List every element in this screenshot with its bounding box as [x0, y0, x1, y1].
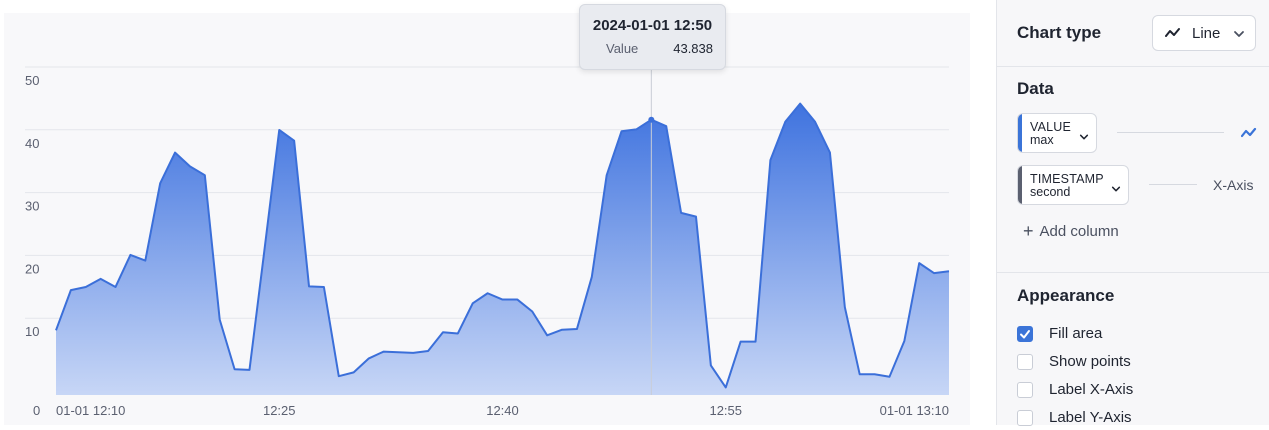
- chevron-down-icon: [1079, 129, 1089, 147]
- option-label: Fill area: [1049, 325, 1103, 342]
- plus-icon: +: [1023, 221, 1034, 241]
- y-tick-label: 10: [25, 324, 39, 339]
- chart-area: 0 10 20 30 40 50 01-01 12:10 12:25 12:40 12:55 01-…: [0, 0, 996, 425]
- chart-type-select[interactable]: Line: [1152, 15, 1256, 51]
- line-chart-icon: [1165, 26, 1181, 45]
- series-color-accent: [1018, 114, 1022, 152]
- column-name: VALUE: [1030, 120, 1072, 134]
- chart-type-title: Chart type: [1017, 23, 1102, 42]
- x-tick-label: 01-01 13:10: [880, 403, 949, 418]
- connector-line: [1149, 184, 1197, 185]
- check-icon: [1020, 330, 1030, 339]
- add-column-button[interactable]: + Add column: [1023, 220, 1119, 241]
- column-pill-value[interactable]: VALUE max: [1017, 113, 1097, 153]
- checkbox[interactable]: [1017, 410, 1033, 426]
- chevron-down-icon: [1233, 27, 1245, 45]
- x-tick-label: 01-01 12:10: [56, 403, 125, 418]
- option-label: Label Y-Axis: [1049, 409, 1132, 426]
- tooltip-value: 43.838: [673, 41, 713, 56]
- appearance-section-title: Appearance: [1017, 286, 1115, 305]
- tooltip-title: 2024-01-01 12:50: [592, 17, 713, 34]
- x-tick-label: 12:55: [709, 403, 742, 418]
- y-tick-label: 40: [25, 136, 39, 151]
- series-area-fill: [56, 103, 949, 396]
- hover-point: [648, 116, 655, 123]
- divider: [997, 272, 1269, 273]
- checkbox[interactable]: [1017, 354, 1033, 370]
- option-label: Label X-Axis: [1049, 381, 1134, 398]
- chart-settings-panel: Chart type Line Data VALUE max TIMESTAMP…: [996, 0, 1269, 426]
- chart-tooltip: 2024-01-01 12:50 Value 43.838: [579, 4, 726, 70]
- divider: [997, 66, 1269, 67]
- chevron-down-icon: [1111, 181, 1121, 199]
- column-role-x-axis: X-Axis: [1213, 177, 1254, 193]
- chart-type-value: Line: [1192, 25, 1221, 42]
- y-tick-label: 20: [25, 261, 39, 276]
- axis-color-accent: [1018, 166, 1022, 204]
- checkbox-checked[interactable]: [1017, 326, 1033, 342]
- tooltip-label: Value: [606, 41, 639, 56]
- y-tick-label: 30: [25, 199, 39, 214]
- connector-line: [1117, 132, 1224, 133]
- column-name: TIMESTAMP: [1030, 172, 1104, 186]
- checkbox[interactable]: [1017, 382, 1033, 398]
- x-tick-label: 12:25: [263, 403, 296, 418]
- y-tick-label: 50: [25, 73, 39, 88]
- column-aggregation: max: [1030, 133, 1054, 147]
- x-tick-label: 12:40: [486, 403, 519, 418]
- column-aggregation: second: [1030, 185, 1071, 199]
- column-pill-timestamp[interactable]: TIMESTAMP second: [1017, 165, 1129, 205]
- y-tick-label: 0: [33, 403, 40, 418]
- add-column-label: Add column: [1039, 223, 1119, 240]
- line-chart[interactable]: 0 10 20 30 40 50 01-01 12:10 12:25 12:40 12:55 01-…: [0, 0, 996, 425]
- line-series-icon[interactable]: [1240, 126, 1257, 144]
- series-line[interactable]: [55, 102, 950, 389]
- option-label: Show points: [1049, 353, 1131, 370]
- data-section-title: Data: [1017, 79, 1054, 98]
